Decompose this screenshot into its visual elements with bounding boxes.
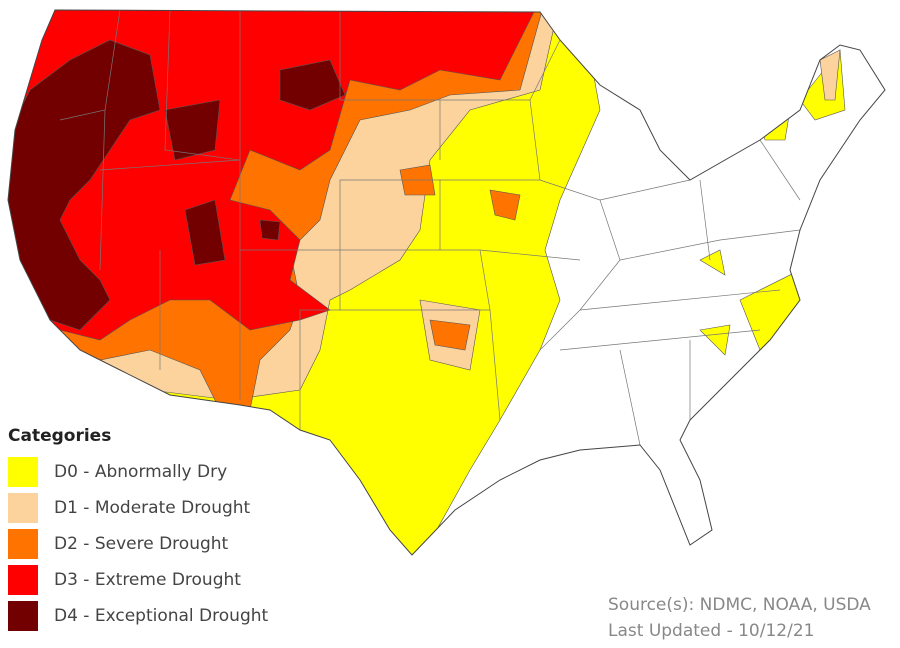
legend-item-d0: D0 - Abnormally Dry (8, 454, 268, 490)
legend-swatch-d2 (8, 529, 38, 559)
state-boundaries (59, 10, 801, 446)
legend-label: D4 - Exceptional Drought (54, 606, 269, 626)
source-block: Source(s): NDMC, NOAA, USDA Last Updated… (608, 592, 871, 644)
legend-title: Categories (8, 426, 112, 446)
d4-region (8, 39, 346, 331)
legend: Categories D0 - Abnormally Dry D1 - Mode… (8, 426, 268, 634)
us-outline (7, 9, 886, 556)
legend-item-d4: D4 - Exceptional Drought (8, 598, 268, 634)
legend-label: D0 - Abnormally Dry (54, 462, 228, 482)
legend-swatch-d1 (8, 493, 38, 523)
source-text: Source(s): NDMC, NOAA, USDA (608, 595, 871, 615)
legend-label: D2 - Severe Drought (54, 534, 229, 554)
last-updated: Last Updated - 10/12/21 (608, 621, 815, 641)
legend-item-d2: D2 - Severe Drought (8, 526, 268, 562)
legend-swatch-d0 (8, 457, 38, 487)
legend-label: D3 - Extreme Drought (54, 570, 241, 590)
legend-swatch-d4 (8, 601, 38, 631)
legend-item-d3: D3 - Extreme Drought (8, 562, 268, 598)
legend-item-d1: D1 - Moderate Drought (8, 490, 268, 526)
legend-swatch-d3 (8, 565, 38, 595)
legend-label: D1 - Moderate Drought (54, 498, 251, 518)
